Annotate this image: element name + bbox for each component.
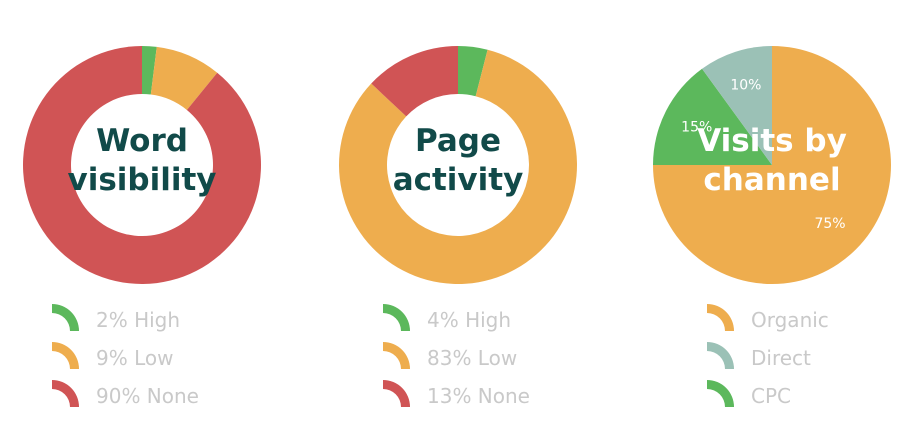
legend-quarter-ring-icon (707, 304, 734, 331)
slice-direct (702, 46, 772, 165)
slice-low (150, 46, 218, 110)
chart-title-line: Page (415, 123, 501, 159)
slice-label-cpc: 15% (681, 120, 712, 136)
chart-title-line: channel (703, 162, 840, 198)
legend-label-direct: Direct (751, 346, 811, 370)
legend-quarter-ring-icon (383, 304, 410, 331)
chart-title-line: Visits by (697, 123, 847, 159)
legend-quarter-ring-icon (52, 380, 79, 407)
legend-label-83-low: 83% Low (427, 346, 517, 370)
legend-quarter-ring-icon (383, 342, 410, 369)
chart-title-line: visibility (67, 162, 216, 198)
slice-label-direct: 10% (730, 78, 761, 94)
legend-label-4-high: 4% High (427, 308, 511, 332)
legend-quarter-ring-icon (52, 304, 79, 331)
slice-label-organic: 75% (814, 216, 845, 232)
chart-title-line: activity (393, 162, 524, 198)
legend-quarter-ring-icon (707, 342, 734, 369)
legend-label-9-low: 9% Low (96, 346, 173, 370)
legend-label-organic: Organic (751, 308, 829, 332)
slice-none (23, 46, 262, 284)
slice-high (458, 46, 488, 97)
legend-quarter-ring-icon (707, 380, 734, 407)
legend-label-cpc: CPC (751, 384, 791, 408)
slice-none (371, 46, 458, 117)
legend-label-90-none: 90% None (96, 384, 199, 408)
slice-cpc (653, 68, 772, 165)
legend-quarter-ring-icon (52, 342, 79, 369)
legend-label-13-none: 13% None (427, 384, 530, 408)
slice-low (339, 49, 578, 285)
legend-quarter-ring-icon (383, 380, 410, 407)
slice-high (142, 46, 157, 95)
legend-label-2-high: 2% High (96, 308, 180, 332)
chart-title-line: Word (96, 123, 188, 159)
